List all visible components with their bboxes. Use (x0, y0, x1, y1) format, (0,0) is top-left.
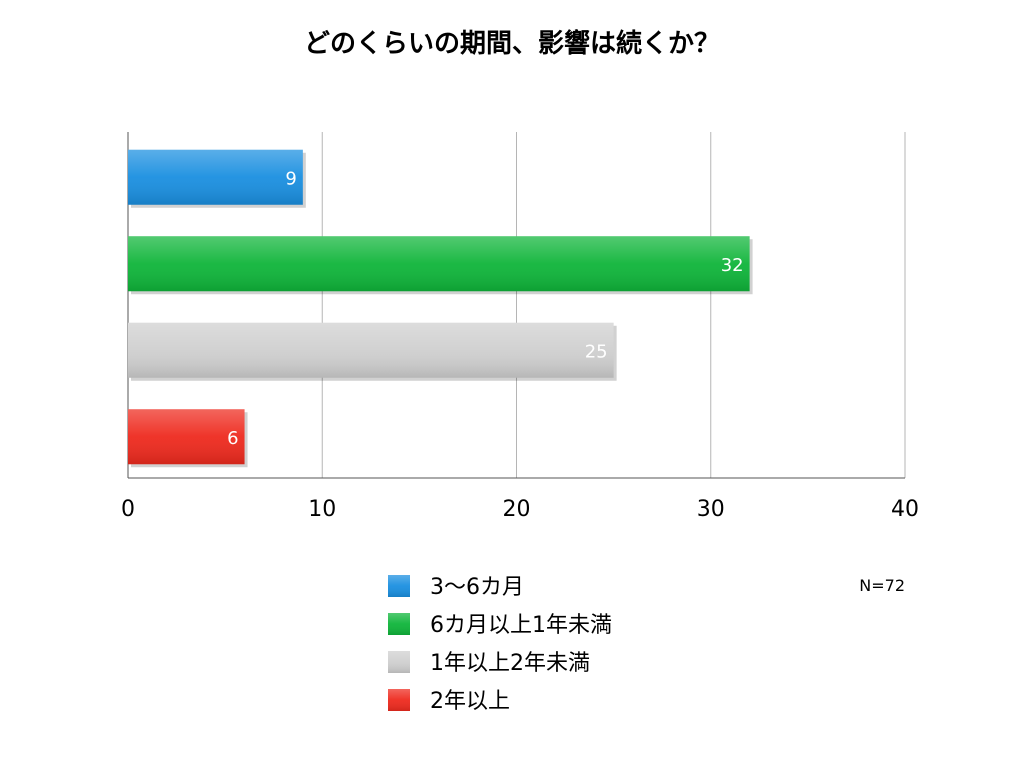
bar-value-label: 32 (721, 255, 744, 276)
legend-swatch-highlight (388, 651, 410, 673)
x-axis-ticks: 0 10 20 30 40 (121, 497, 919, 522)
legend-swatch-highlight (388, 575, 410, 597)
grid (127, 132, 906, 479)
bar-highlight (128, 409, 245, 465)
bar-value-label: 6 (227, 428, 238, 449)
legend-swatch-highlight (388, 613, 410, 635)
sample-size-note: N=72 (859, 576, 905, 595)
x-tick-label: 40 (891, 497, 919, 522)
x-tick-label: 0 (121, 497, 135, 522)
x-tick-label: 30 (697, 497, 725, 522)
bar-highlight (128, 322, 614, 378)
bar-value-label: 9 (285, 168, 296, 189)
legend-label: 2年以上 (430, 689, 510, 714)
x-tick-label: 10 (308, 497, 336, 522)
x-tick-label: 20 (503, 497, 531, 522)
bar-highlight (128, 236, 750, 292)
legend-label: 3〜6カ月 (430, 575, 524, 600)
legend-label: 1年以上2年未満 (430, 651, 590, 676)
legend-swatch-highlight (388, 689, 410, 711)
chart-title: どのくらいの期間、影響は続くか？ (304, 28, 720, 59)
bar-highlight (128, 149, 303, 205)
bars: 9 32 25 6 (128, 149, 753, 468)
bar-value-label: 25 (585, 341, 608, 362)
legend-label: 6カ月以上1年未満 (430, 613, 612, 638)
legend: 3〜6カ月 6カ月以上1年未満 1年以上2年未満 2年以上 (388, 575, 612, 714)
